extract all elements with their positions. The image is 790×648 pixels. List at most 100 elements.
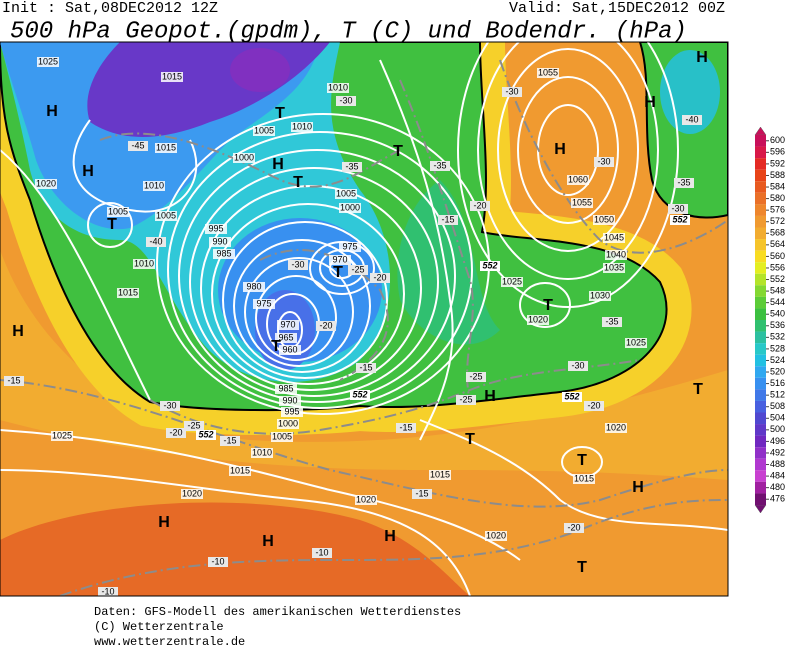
- isobar: [0, 429, 521, 561]
- colorbar-tick-label: 544: [770, 297, 785, 307]
- temperature-label-bg: [564, 523, 584, 533]
- isobar: [87, 202, 133, 248]
- isobar-label-bg: [567, 175, 589, 185]
- isobar-label-bg: [335, 189, 357, 199]
- pressure-center: T: [293, 174, 303, 191]
- temperature-label: -25: [351, 264, 364, 274]
- colorbar-tick-label: 592: [770, 158, 785, 168]
- temperature-label: -30: [339, 95, 352, 105]
- pressure-center: T: [693, 381, 703, 398]
- colorbar-tick-label: 596: [770, 147, 785, 157]
- height-label-bg: [480, 261, 500, 271]
- pressure-center: T: [107, 216, 117, 233]
- isobar-label: 1015: [162, 71, 182, 81]
- colorbar-tick-label: 480: [770, 482, 785, 492]
- temperature-label: -25: [459, 394, 472, 404]
- pressure-center: H: [554, 141, 566, 158]
- temperature-label-bg: [98, 587, 118, 596]
- temperature-label: -35: [605, 316, 618, 326]
- temperature-label: -15: [399, 422, 412, 432]
- isobar-label: 975: [342, 241, 357, 251]
- temperature-label-bg: [208, 557, 228, 567]
- colorbar-tick-label: 492: [770, 447, 785, 457]
- isobar: [255, 275, 337, 361]
- colorbar-cell: [755, 458, 766, 471]
- colorbar-tick-label: 504: [770, 413, 785, 423]
- temperature-label: -20: [169, 427, 182, 437]
- temperature-label: -10: [315, 547, 328, 557]
- isobar: [211, 203, 405, 385]
- isobar-label: 975: [256, 298, 271, 308]
- temperature-label-bg: [668, 204, 688, 214]
- colorbar-cell: [755, 146, 766, 159]
- isobar-label-bg: [209, 237, 231, 247]
- footer-url: www.wetterzentrale.de: [94, 635, 245, 648]
- colorbar-cell: [755, 273, 766, 286]
- isobar-label: 1000: [234, 152, 254, 162]
- colorbar-tick-label: 548: [770, 285, 785, 295]
- colorbar-cell: [755, 181, 766, 193]
- colorbar-cell: [755, 192, 766, 205]
- isotherm: [259, 249, 389, 381]
- isobar-label: 995: [284, 406, 299, 416]
- isobar-label-bg: [605, 250, 627, 260]
- isobar-label-bg: [107, 207, 129, 217]
- height-label-bg: [562, 392, 582, 402]
- isobars: [0, 42, 728, 596]
- temperature-label-bg: [184, 421, 204, 431]
- isobar-label: 1010: [134, 258, 154, 268]
- isobar: [222, 221, 388, 379]
- isobar-label-bg: [603, 263, 625, 273]
- isobar-label-bg: [329, 255, 351, 265]
- pressure-center: H: [272, 156, 284, 173]
- isobar-label-bg: [155, 143, 177, 153]
- pressure-center: T: [275, 105, 285, 122]
- colorbar-cell: [755, 424, 766, 436]
- temperature-label: -35: [345, 161, 358, 171]
- temperature-label: -15: [223, 435, 236, 445]
- isobar: [189, 167, 439, 397]
- isobar-label-bg: [51, 431, 73, 441]
- isobar-label-bg: [181, 489, 203, 499]
- isobar-label: 1015: [230, 465, 250, 475]
- isobar: [0, 469, 471, 596]
- temperature-label: -20: [587, 400, 600, 410]
- isobar: [178, 149, 456, 403]
- isotherm: [0, 379, 728, 508]
- isobar: [419, 419, 728, 531]
- isobar-label: 1005: [254, 125, 274, 135]
- isobar-label: 1020: [486, 530, 506, 540]
- isobar-label-bg: [253, 126, 275, 136]
- temperature-label-bg: [348, 265, 368, 275]
- colorbar-tick-label: 556: [770, 262, 785, 272]
- pressure-center: H: [632, 479, 644, 496]
- colorbar-cell: [755, 331, 766, 344]
- isobar-label-bg: [537, 68, 559, 78]
- temperature-label: -40: [149, 236, 162, 246]
- colorbar-end: [754, 126, 767, 136]
- temperature-label-bg: [682, 115, 702, 125]
- colorbar-cell: [755, 343, 766, 355]
- colorbar-tick-label: 532: [770, 332, 785, 342]
- isobar-label-bg: [277, 419, 299, 429]
- map-frame: [0, 41, 729, 597]
- isobar-label: 1055: [572, 197, 592, 207]
- isobar-label: 985: [278, 383, 293, 393]
- isobar: [497, 48, 639, 252]
- isobar-label-bg: [589, 291, 611, 301]
- isobar-label: 1005: [156, 210, 176, 220]
- colorbar-cell: [755, 435, 766, 448]
- isobar-label-bg: [625, 338, 647, 348]
- temperature-label: -20: [373, 272, 386, 282]
- isobar-label-bg: [339, 203, 361, 213]
- colorbar-tick-label: 588: [770, 170, 785, 180]
- colorbar-cell: [755, 158, 766, 170]
- isobar-label: 1000: [278, 418, 298, 428]
- isobar-label: 1015: [156, 142, 176, 152]
- pressure-center: T: [465, 431, 475, 448]
- isotherm: [399, 79, 474, 401]
- isobar-label: 1010: [292, 121, 312, 131]
- temperature-label: -40: [685, 114, 698, 124]
- colorbar-tick-label: 552: [770, 274, 785, 284]
- colorbar-tick-label: 508: [770, 401, 785, 411]
